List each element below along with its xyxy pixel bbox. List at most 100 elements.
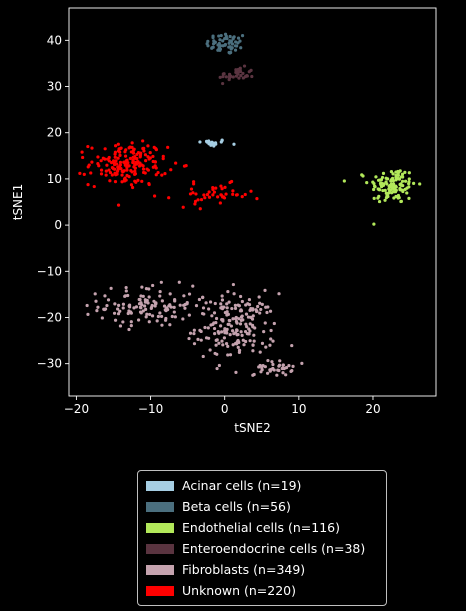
data-point bbox=[252, 333, 256, 337]
data-point bbox=[153, 160, 157, 164]
data-point bbox=[99, 159, 103, 163]
data-point bbox=[229, 324, 233, 328]
data-point bbox=[227, 45, 231, 49]
data-point bbox=[147, 320, 151, 324]
data-point bbox=[224, 192, 228, 196]
data-point bbox=[156, 170, 160, 175]
data-point bbox=[407, 171, 411, 175]
data-point bbox=[238, 69, 243, 74]
data-point bbox=[202, 193, 206, 197]
data-point bbox=[247, 332, 251, 336]
data-point bbox=[251, 349, 255, 353]
data-point bbox=[264, 345, 268, 349]
data-point bbox=[172, 305, 176, 309]
legend-item: Unknown (n=220) bbox=[146, 580, 380, 601]
data-point bbox=[80, 150, 84, 154]
data-point bbox=[189, 187, 194, 191]
data-point bbox=[229, 39, 233, 43]
data-point bbox=[226, 289, 230, 294]
data-point bbox=[226, 312, 230, 316]
data-point bbox=[220, 305, 224, 309]
data-point bbox=[205, 140, 209, 144]
data-point bbox=[379, 183, 383, 187]
data-point bbox=[407, 177, 411, 181]
data-point bbox=[135, 162, 139, 166]
data-point bbox=[192, 342, 197, 346]
data-point bbox=[114, 144, 118, 148]
data-point bbox=[141, 309, 145, 313]
data-point bbox=[231, 329, 235, 333]
data-point bbox=[384, 180, 388, 184]
data-point bbox=[391, 172, 395, 176]
data-point bbox=[235, 70, 239, 74]
data-point bbox=[166, 145, 170, 149]
data-point bbox=[129, 324, 133, 328]
legend-item: Endothelial cells (n=116) bbox=[146, 517, 380, 538]
data-point bbox=[258, 311, 262, 315]
data-point bbox=[182, 164, 187, 168]
data-point bbox=[156, 314, 160, 319]
data-point bbox=[204, 301, 208, 305]
data-point bbox=[219, 184, 223, 188]
data-point bbox=[90, 146, 94, 150]
data-point bbox=[221, 81, 225, 86]
data-point bbox=[215, 338, 219, 342]
y-tick-label: −30 bbox=[37, 357, 62, 371]
data-point bbox=[213, 332, 217, 336]
data-point bbox=[221, 39, 225, 43]
data-point bbox=[405, 191, 409, 195]
data-point bbox=[159, 280, 163, 284]
data-point bbox=[396, 169, 400, 174]
data-point bbox=[130, 141, 134, 145]
data-point bbox=[239, 318, 243, 322]
data-point bbox=[152, 299, 156, 303]
data-point bbox=[230, 42, 235, 46]
data-point bbox=[115, 169, 120, 173]
data-point bbox=[365, 181, 369, 185]
data-point bbox=[124, 289, 128, 293]
data-point bbox=[225, 306, 229, 310]
data-point bbox=[130, 185, 135, 190]
data-point bbox=[78, 171, 82, 175]
data-point bbox=[231, 75, 235, 79]
data-point bbox=[248, 339, 252, 343]
data-point bbox=[109, 161, 114, 165]
data-point bbox=[212, 190, 216, 194]
data-point bbox=[394, 185, 398, 189]
data-point bbox=[222, 72, 226, 76]
data-point bbox=[391, 185, 395, 190]
plot-points bbox=[78, 32, 422, 377]
data-point bbox=[147, 295, 151, 299]
data-point bbox=[144, 159, 148, 163]
data-point bbox=[232, 292, 236, 296]
data-point bbox=[181, 205, 185, 209]
data-point bbox=[188, 331, 193, 335]
data-point bbox=[136, 318, 141, 322]
data-point bbox=[231, 343, 235, 347]
x-tick-label: 20 bbox=[365, 402, 380, 416]
data-point bbox=[392, 196, 396, 200]
data-point bbox=[201, 306, 206, 310]
data-point bbox=[284, 365, 289, 370]
data-point bbox=[146, 168, 150, 172]
y-tick-label: 20 bbox=[47, 126, 62, 140]
data-point bbox=[150, 303, 154, 308]
data-point bbox=[138, 155, 142, 159]
data-point bbox=[96, 162, 100, 166]
data-point bbox=[418, 182, 422, 186]
data-point bbox=[143, 304, 147, 308]
data-point bbox=[192, 328, 196, 332]
data-point bbox=[403, 170, 407, 174]
legend-label: Endothelial cells (n=116) bbox=[182, 520, 340, 535]
data-point bbox=[275, 373, 279, 377]
data-point bbox=[192, 180, 196, 184]
data-point bbox=[153, 304, 157, 308]
data-point bbox=[183, 306, 187, 310]
legend-label: Beta cells (n=56) bbox=[182, 499, 291, 514]
data-point bbox=[113, 318, 118, 322]
data-point bbox=[172, 310, 176, 314]
data-point bbox=[151, 154, 155, 159]
data-point bbox=[208, 300, 213, 304]
data-point bbox=[113, 155, 117, 159]
